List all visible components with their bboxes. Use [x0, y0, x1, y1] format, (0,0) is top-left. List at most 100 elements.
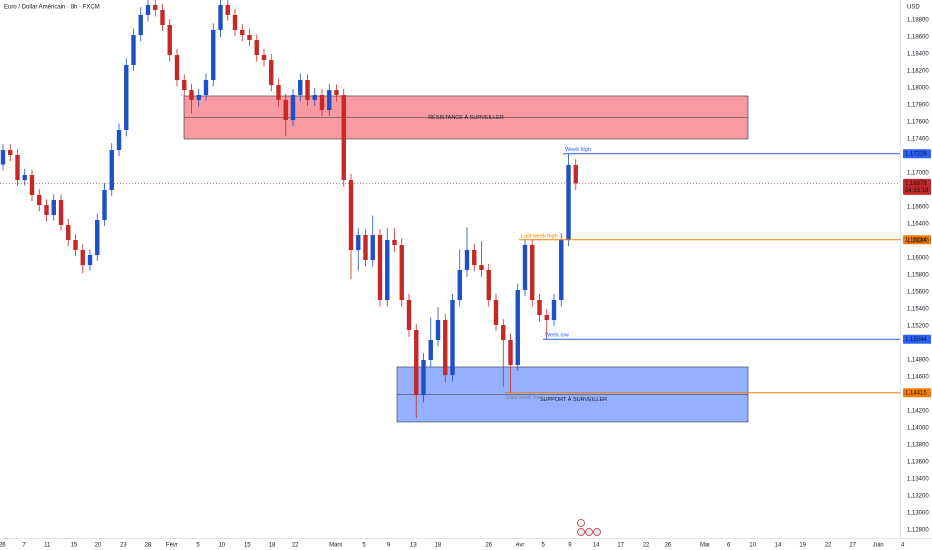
x-tick-label: 13: [410, 543, 417, 549]
candle-body: [254, 40, 259, 55]
candle-body: [8, 150, 13, 155]
candle-body: [269, 60, 274, 86]
level-label: Week high: [565, 147, 591, 153]
candle-body: [385, 239, 390, 300]
candle-body: [167, 24, 172, 55]
candle-body: [298, 79, 303, 96]
x-tick-label: 17: [617, 543, 624, 549]
candle-body: [486, 269, 491, 300]
zone-label: SUPPORT À SURVEILLER: [540, 396, 607, 403]
candle-body: [145, 5, 151, 15]
y-tick-label: 1,13400: [907, 477, 929, 483]
event-icon[interactable]: [577, 528, 585, 536]
candle-body: [544, 315, 549, 321]
candle-body: [218, 5, 223, 31]
candle-body: [58, 200, 64, 226]
y-tick-label: 1,15600: [907, 290, 929, 296]
level-label: Last week low: [507, 395, 542, 401]
candle-body: [341, 95, 346, 181]
y-tick-label: 1,13200: [907, 494, 929, 500]
currency: USD: [907, 5, 920, 11]
candle-body: [95, 219, 100, 256]
candle-body: [283, 99, 288, 121]
x-tick-label: 4: [901, 543, 905, 549]
event-icons: [577, 519, 601, 536]
candle-body: [102, 189, 107, 220]
levels: Week high 1,17226 Last week high 1,16214 Wee…: [0, 147, 931, 401]
candle-body: [573, 164, 578, 184]
candle-body: [0, 150, 6, 165]
x-tick-label: 27: [849, 543, 856, 549]
candle-body: [87, 255, 93, 266]
x-tick-label: 22: [292, 543, 299, 549]
level-price-label: 1,15044: [905, 337, 927, 343]
candle-body: [51, 200, 56, 215]
x-tick-label: 9: [387, 543, 391, 549]
candle-body: [443, 320, 448, 376]
candle-body: [138, 14, 143, 36]
candle-body: [392, 239, 397, 245]
candle-body: [327, 90, 332, 110]
candle-body: [435, 320, 441, 341]
x-tick-label: 18: [435, 543, 442, 549]
candle-body: [508, 340, 513, 366]
candle-body: [479, 265, 484, 270]
x-tick-label: 28: [145, 543, 152, 549]
candle-body: [153, 5, 158, 11]
event-icon[interactable]: [577, 519, 585, 527]
event-icon[interactable]: [585, 528, 593, 536]
candle-body: [174, 54, 180, 80]
level-price-label: 1,17226: [905, 151, 927, 157]
x-tick-label: Mars: [329, 543, 342, 549]
x-tick-label: 14: [593, 543, 600, 549]
y-tick-label: 1,13000: [907, 511, 929, 517]
y-tick-label: 1,17400: [907, 137, 929, 143]
level-price-box: [903, 388, 931, 398]
candle-body: [414, 329, 419, 396]
y-tick-label: 1,17000: [907, 171, 929, 177]
level-price-box: [903, 334, 931, 344]
x-tick-label: 11: [44, 543, 51, 549]
candle-body: [406, 299, 412, 330]
y-tick-label: 1,16200: [907, 239, 929, 245]
candle-body: [203, 79, 209, 96]
candle-body: [109, 150, 114, 190]
x-tick-label: 15: [244, 543, 251, 549]
candle-body: [80, 250, 85, 266]
y-tick-label: 1,14200: [907, 409, 929, 415]
candle-body: [464, 250, 470, 270]
y-tick-label: 1,14000: [907, 426, 929, 432]
y-tick-label: 1,17600: [907, 120, 929, 126]
y-tick-label: 1,15200: [907, 324, 929, 330]
candle-body: [116, 129, 122, 151]
candle-body: [73, 239, 78, 251]
level-price-label: 1,16214: [905, 237, 927, 243]
x-tick-label: 20: [95, 543, 102, 549]
candle-body: [44, 205, 49, 215]
axes: 1,12800 1,13000 1,13200 1,13400 1,13600 1,138…: [0, 18, 929, 549]
event-icon[interactable]: [593, 528, 601, 536]
candle-body: [66, 225, 71, 240]
y-tick-label: 1,15800: [907, 273, 929, 279]
x-tick-label: 18: [269, 543, 276, 549]
y-tick-label: 1,16600: [907, 205, 929, 211]
x-tick-label: 10: [749, 543, 756, 549]
y-tick-label: 1,13600: [907, 460, 929, 466]
countdown: 04:53:18: [905, 188, 929, 194]
y-tick-label: 1,15400: [907, 307, 929, 313]
candle-body: [124, 65, 129, 130]
x-tick-label: 6: [727, 543, 731, 549]
candle-body: [29, 175, 35, 196]
candles: [0, 0, 578, 418]
x-tick-label: 14: [775, 543, 782, 549]
level-label: Week low: [545, 333, 569, 339]
x-tick-label: 22: [643, 543, 650, 549]
x-tick-label: 5: [541, 543, 545, 549]
candle-body: [319, 95, 325, 110]
y-tick-label: 1,14600: [907, 375, 929, 381]
candle-body: [537, 299, 542, 316]
candle-body: [290, 95, 296, 121]
candle-body: [515, 290, 520, 366]
candle-body: [312, 95, 317, 100]
